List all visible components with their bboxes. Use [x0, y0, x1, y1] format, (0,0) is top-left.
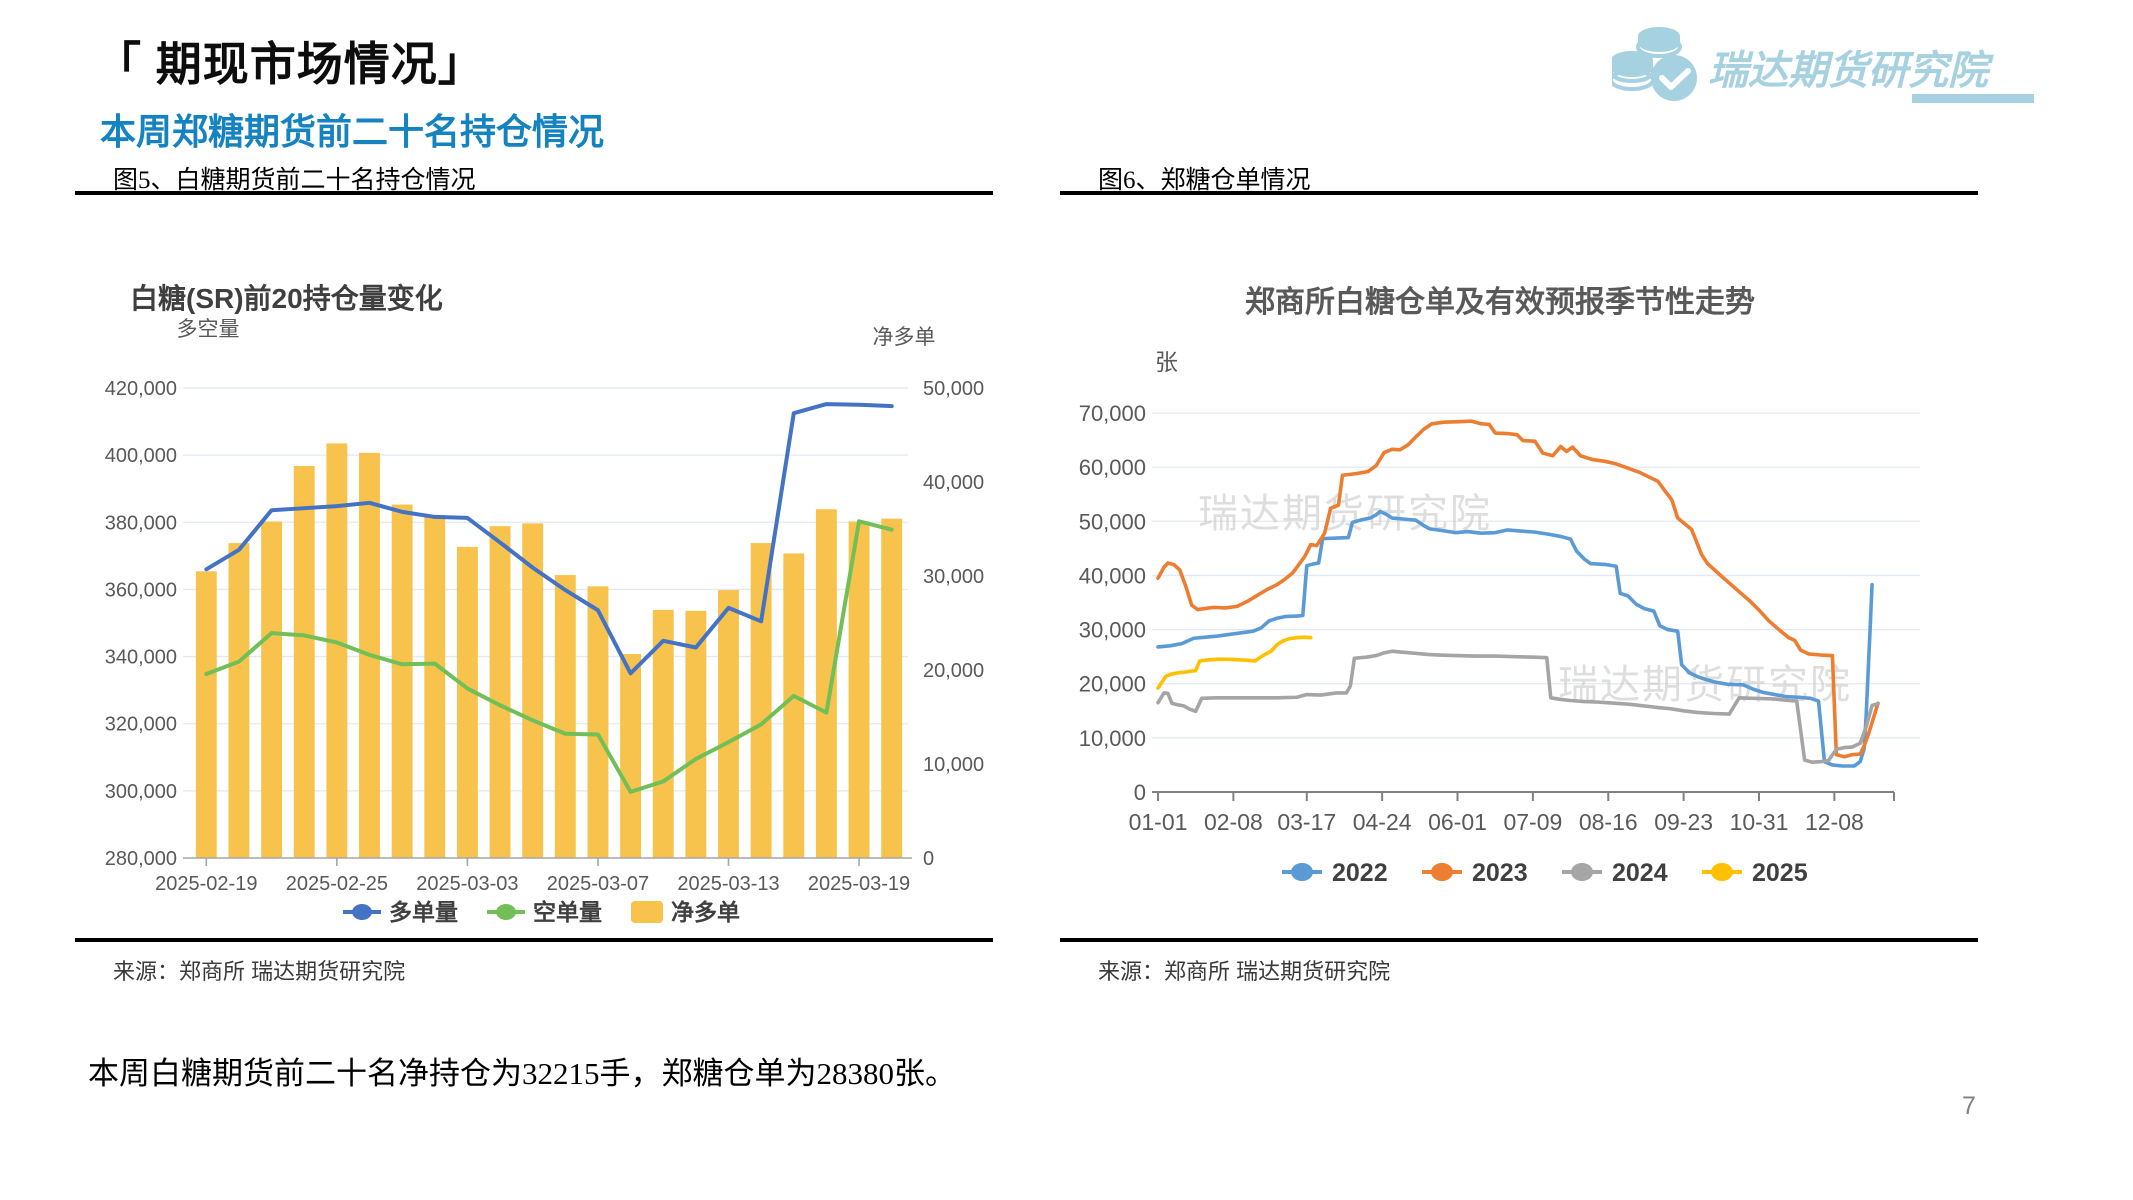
svg-text:2025-02-25: 2025-02-25 — [286, 873, 388, 895]
svg-text:多空量: 多空量 — [177, 318, 240, 341]
svg-text:0: 0 — [1134, 780, 1146, 805]
figure5-caption: 图5、白糖期货前二十名持仓情况 — [113, 167, 476, 194]
svg-text:净多单: 净多单 — [671, 899, 740, 925]
svg-text:07-09: 07-09 — [1503, 809, 1562, 835]
svg-text:2025: 2025 — [1752, 859, 1808, 887]
logo-text: 瑞达期货研究院 — [1708, 49, 1994, 93]
svg-text:09-23: 09-23 — [1654, 809, 1713, 835]
page-title: 「 期现市场情况」 — [95, 38, 485, 90]
svg-text:08-16: 08-16 — [1579, 809, 1638, 835]
summary-text: 本周白糖期货前二十名净持仓为32215手，郑糖仓单为28380张。 — [88, 1056, 956, 1091]
svg-text:2022: 2022 — [1332, 859, 1388, 887]
svg-text:360,000: 360,000 — [105, 579, 177, 601]
svg-text:40,000: 40,000 — [1079, 563, 1146, 588]
svg-text:郑商所白糖仓单及有效预报季节性走势: 郑商所白糖仓单及有效预报季节性走势 — [1245, 286, 1755, 319]
svg-text:06-01: 06-01 — [1428, 809, 1487, 835]
svg-text:04-24: 04-24 — [1353, 809, 1412, 835]
svg-text:空单量: 空单量 — [533, 899, 602, 925]
svg-text:净多单: 净多单 — [873, 326, 936, 349]
svg-text:320,000: 320,000 — [105, 714, 177, 736]
svg-text:2025-02-19: 2025-02-19 — [155, 873, 257, 895]
svg-text:50,000: 50,000 — [1079, 509, 1146, 534]
svg-text:380,000: 380,000 — [105, 512, 177, 534]
svg-text:2024: 2024 — [1612, 859, 1668, 887]
svg-text:10,000: 10,000 — [1079, 726, 1146, 751]
section-subtitle: 本周郑糖期货前二十名持仓情况 — [100, 111, 605, 152]
svg-text:多单量: 多单量 — [389, 899, 458, 925]
divider — [1060, 938, 1978, 942]
svg-text:340,000: 340,000 — [105, 647, 177, 669]
svg-text:40,000: 40,000 — [923, 472, 984, 494]
svg-text:2025-03-03: 2025-03-03 — [416, 873, 518, 895]
svg-text:12-08: 12-08 — [1805, 809, 1864, 835]
svg-text:400,000: 400,000 — [105, 445, 177, 467]
coins-icon — [1609, 27, 1697, 101]
svg-text:2025-03-13: 2025-03-13 — [677, 873, 779, 895]
company-logo: 瑞达期货研究院 — [1609, 22, 2042, 110]
svg-text:20,000: 20,000 — [1079, 672, 1146, 697]
svg-text:280,000: 280,000 — [105, 848, 177, 870]
svg-text:50,000: 50,000 — [923, 378, 984, 400]
svg-text:60,000: 60,000 — [1079, 455, 1146, 480]
svg-text:2025-03-19: 2025-03-19 — [808, 873, 910, 895]
svg-text:10-31: 10-31 — [1730, 809, 1789, 835]
svg-text:300,000: 300,000 — [105, 781, 177, 803]
svg-text:30,000: 30,000 — [1079, 618, 1146, 643]
logo-underline — [1912, 94, 2034, 103]
svg-text:70,000: 70,000 — [1079, 401, 1146, 426]
svg-text:瑞达期货研究院: 瑞达期货研究院 — [1198, 492, 1492, 536]
svg-text:白糖(SR)前20持仓量变化: 白糖(SR)前20持仓量变化 — [130, 282, 443, 314]
svg-text:20,000: 20,000 — [923, 660, 984, 682]
svg-text:420,000: 420,000 — [105, 378, 177, 400]
svg-text:02-08: 02-08 — [1204, 809, 1263, 835]
svg-text:2023: 2023 — [1472, 859, 1528, 887]
figure6-caption: 图6、郑糖仓单情况 — [1098, 167, 1311, 194]
figure5-source: 来源：郑商所 瑞达期货研究院 — [113, 959, 406, 984]
svg-text:张: 张 — [1155, 349, 1178, 375]
svg-text:10,000: 10,000 — [923, 754, 984, 776]
divider — [1060, 191, 1978, 195]
divider — [75, 938, 993, 942]
svg-text:01-01: 01-01 — [1129, 809, 1188, 835]
svg-text:03-17: 03-17 — [1277, 809, 1336, 835]
svg-text:瑞达期货研究院: 瑞达期货研究院 — [1558, 663, 1852, 707]
svg-text:30,000: 30,000 — [923, 566, 984, 588]
svg-text:0: 0 — [923, 848, 934, 870]
svg-text:2025-03-07: 2025-03-07 — [547, 873, 649, 895]
page-number: 7 — [1962, 1092, 1976, 1120]
divider — [75, 191, 993, 195]
figure6-source: 来源：郑商所 瑞达期货研究院 — [1098, 959, 1391, 984]
